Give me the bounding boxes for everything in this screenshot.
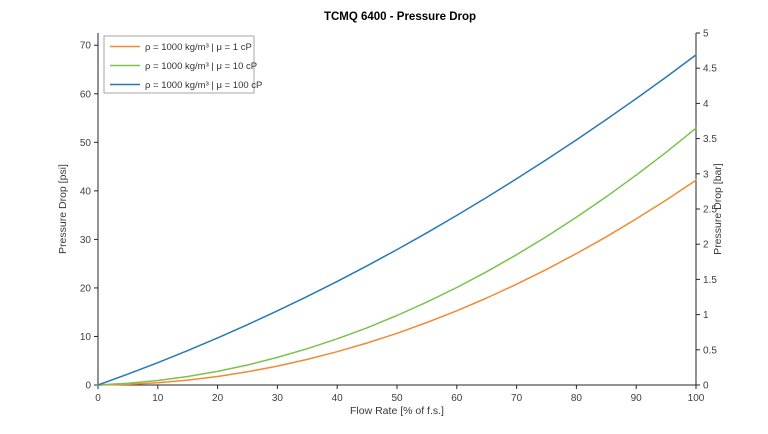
series-layer bbox=[97, 54, 697, 386]
x-tick-label: 70 bbox=[511, 393, 523, 404]
x-tick-label: 60 bbox=[451, 393, 463, 404]
legend-box bbox=[103, 35, 255, 94]
y-tick-label-left: 40 bbox=[80, 186, 92, 197]
y-tick-label-left: 0 bbox=[85, 381, 91, 392]
y-tick-label-left: 10 bbox=[80, 332, 92, 343]
y-axis-label-left: Pressure Drop [psi] bbox=[57, 164, 69, 254]
legend-entry-label: ρ = 1000 kg/m³ | μ = 100 cP bbox=[145, 80, 262, 91]
y-tick-label-right: 2.5 bbox=[703, 205, 717, 216]
legend-entry-label: ρ = 1000 kg/m³ | μ = 1 cP bbox=[145, 42, 252, 53]
legend-entry: ρ = 1000 kg/m³ | μ = 1 cP bbox=[110, 42, 252, 53]
legend-entry: ρ = 1000 kg/m³ | μ = 100 cP bbox=[110, 80, 262, 91]
axes-layer: 0 10 20 30 40 50 60 70 80 90 10001020304050607000.… bbox=[80, 29, 717, 405]
y-tick-label-right: 0 bbox=[703, 381, 709, 392]
x-tick-label: 10 bbox=[152, 393, 164, 404]
y-tick-label-left: 30 bbox=[80, 235, 92, 246]
y-tick-label-left: 70 bbox=[80, 41, 92, 52]
x-tick-label: 80 bbox=[571, 393, 583, 404]
x-axis-label: Flow Rate [% of f.s.] bbox=[350, 405, 444, 417]
y-tick-label-right: 5 bbox=[703, 29, 709, 40]
y-tick-label-right: 1.5 bbox=[703, 275, 717, 286]
x-tick-label: 20 bbox=[212, 393, 224, 404]
y-tick-label-right: 4.5 bbox=[703, 64, 717, 75]
chart-title: TCMQ 6400 - Pressure Drop bbox=[324, 11, 476, 23]
y-tick-label-left: 50 bbox=[80, 138, 92, 149]
x-tick-label: 90 bbox=[631, 393, 643, 404]
y-tick-label-left: 20 bbox=[80, 283, 92, 294]
y-tick-label-right: 3 bbox=[703, 169, 709, 180]
series-line-2 bbox=[97, 127, 697, 386]
y-tick-label-right: 2 bbox=[703, 240, 709, 251]
legend: ρ = 1000 kg/m³ | μ = 1 cP ρ = 1000 kg/m³ … bbox=[103, 35, 262, 94]
x-tick-label: 30 bbox=[272, 393, 284, 404]
series-line-3 bbox=[97, 54, 697, 386]
legend-entry: ρ = 1000 kg/m³ | μ = 10 cP bbox=[110, 61, 257, 72]
y-tick-label-right: 4 bbox=[703, 99, 709, 110]
x-tick-label: 50 bbox=[391, 393, 403, 404]
y-axis-label-right: Pressure Drop [bar] bbox=[712, 163, 724, 255]
series-line-1 bbox=[97, 179, 697, 386]
x-tick-label: 100 bbox=[688, 393, 705, 404]
y-tick-label-left: 60 bbox=[80, 89, 92, 100]
x-tick-label: 40 bbox=[332, 393, 344, 404]
legend-entry-label: ρ = 1000 kg/m³ | μ = 10 cP bbox=[145, 61, 257, 72]
y-tick-label-right: 1 bbox=[703, 310, 709, 321]
y-tick-label-right: 3.5 bbox=[703, 134, 717, 145]
y-tick-label-right: 0.5 bbox=[703, 345, 717, 356]
x-tick-label: 0 bbox=[95, 393, 101, 404]
